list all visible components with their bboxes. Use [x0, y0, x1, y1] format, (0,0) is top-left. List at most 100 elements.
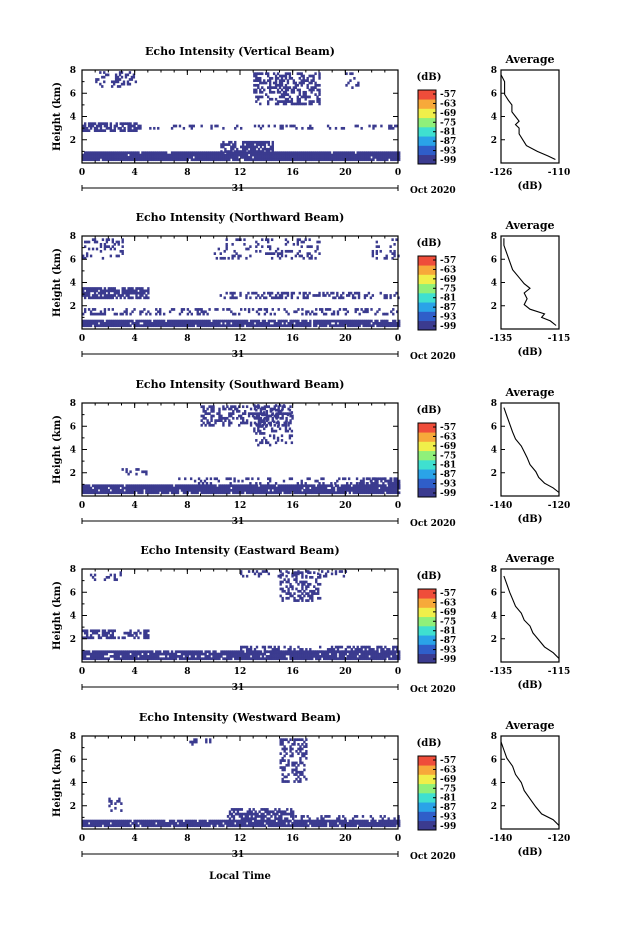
heatmap-cell: [281, 596, 284, 600]
colorbar-swatch: [418, 311, 436, 322]
heatmap-cell: [298, 88, 301, 92]
heatmap-cell: [257, 153, 261, 157]
heatmap-cell: [220, 491, 223, 495]
heatmap-cell: [352, 158, 355, 162]
heatmap-cell: [157, 655, 160, 658]
heatmap-cell: [180, 489, 184, 492]
heatmap-cell: [351, 72, 354, 76]
heatmap-cell: [109, 126, 113, 130]
heatmap-cell: [233, 249, 236, 253]
heatmap-cell: [109, 122, 113, 126]
heatmap-cell: [93, 631, 97, 635]
heatmap-cell: [230, 489, 233, 492]
heatmap-cell: [279, 324, 282, 328]
heatmap-cell: [393, 294, 396, 297]
heatmap-cell: [131, 291, 134, 295]
heatmap-cell: [255, 90, 258, 94]
heatmap-cell: [143, 486, 146, 490]
heatmap-cell: [297, 151, 300, 155]
heatmap-cell: [109, 324, 113, 328]
heatmap-cell: [363, 294, 367, 297]
heatmap-cell: [279, 819, 282, 823]
avg-y-tick-label: 8: [491, 66, 497, 76]
heatmap-cell: [358, 153, 361, 157]
heatmap-cell: [127, 126, 130, 130]
heatmap-cell: [125, 322, 128, 325]
heatmap-cell: [385, 254, 388, 258]
heatmap-cell: [277, 645, 280, 649]
heatmap-cell: [344, 657, 348, 661]
heatmap-cell: [303, 824, 306, 828]
heatmap-cell: [166, 824, 170, 828]
heatmap-cell: [315, 489, 318, 492]
heatmap-cell: [153, 824, 156, 828]
avg-x-tick-label: -110: [548, 168, 571, 178]
heatmap-cell: [319, 484, 322, 488]
heatmap-cell: [319, 319, 322, 323]
heatmap-cell: [198, 158, 201, 162]
heatmap-cell: [200, 124, 203, 128]
heatmap-cell: [109, 247, 113, 251]
heatmap-cell: [127, 631, 130, 635]
heatmap-cell: [318, 100, 321, 103]
heatmap-cell: [220, 819, 223, 823]
heatmap-cell: [295, 652, 298, 656]
heatmap-cell: [340, 489, 344, 492]
heatmap-cell: [164, 652, 168, 656]
heatmap-cell: [243, 319, 247, 323]
y-axis-label: Height (km): [52, 248, 63, 317]
heatmap-cell: [376, 655, 379, 658]
heatmap-cell: [243, 822, 247, 825]
heatmap-cell: [125, 308, 128, 311]
heatmap-cell: [398, 655, 401, 658]
heatmap-cell: [162, 312, 166, 316]
heatmap-cell: [282, 479, 286, 483]
heatmap-cell: [385, 256, 388, 260]
heatmap-cell: [97, 324, 101, 328]
heatmap-cell: [114, 73, 118, 77]
heatmap-cell: [83, 256, 87, 260]
heatmap-cell: [391, 238, 394, 242]
heatmap-cell: [188, 124, 192, 128]
avg-y-tick-label: 4: [491, 612, 497, 622]
heatmap-cell: [362, 482, 365, 485]
heatmap-cell: [184, 153, 188, 157]
heatmap-cell: [121, 158, 124, 162]
heatmap-cell: [305, 652, 308, 656]
heatmap-cell: [249, 423, 253, 427]
heatmap-cell: [121, 491, 124, 495]
heatmap-cell: [214, 153, 217, 157]
heatmap-cell: [214, 324, 217, 328]
heatmap-cell: [257, 124, 261, 128]
heatmap-cell: [293, 310, 296, 314]
heatmap-cell: [188, 486, 192, 490]
heatmap-cell: [315, 322, 318, 325]
heatmap-cell: [338, 156, 342, 159]
heatmap-cell: [200, 153, 203, 157]
heatmap-cell: [301, 319, 304, 323]
heatmap-cell: [293, 596, 296, 600]
heatmap-cell: [82, 657, 85, 661]
heatmap-cell: [380, 489, 383, 492]
heatmap-cell: [194, 158, 197, 162]
heatmap-cell: [255, 296, 258, 300]
heatmap-cell: [315, 491, 318, 495]
heatmap-cell: [162, 650, 166, 654]
heatmap-cell: [113, 153, 116, 157]
heatmap-cell: [318, 102, 321, 106]
y-tick-label: 2: [70, 635, 76, 645]
heatmap-cell: [249, 254, 252, 258]
heatmap-cell: [380, 657, 383, 661]
heatmap-cell: [268, 294, 272, 297]
heatmap-cell: [263, 140, 267, 144]
heatmap-cell: [247, 324, 251, 328]
heatmap-cell: [282, 74, 286, 78]
heatmap-cell: [162, 322, 166, 325]
heatmap-cell: [99, 324, 103, 328]
heatmap-cell: [297, 324, 300, 328]
heatmap-cell: [109, 254, 113, 258]
heatmap-cell: [231, 296, 234, 300]
heatmap-cell: [386, 491, 389, 495]
heatmap-cell: [123, 296, 126, 300]
heatmap-cell: [115, 156, 118, 159]
